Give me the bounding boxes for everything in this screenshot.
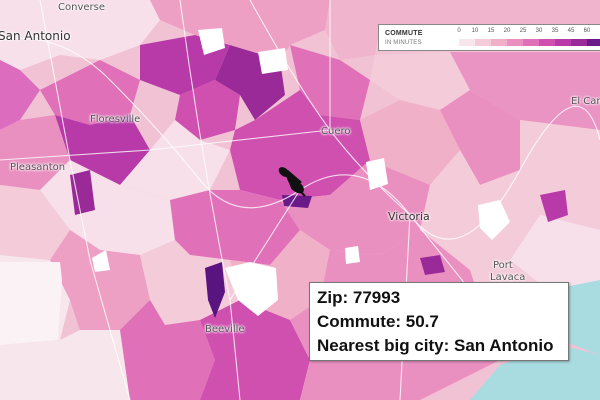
zip-line: Zip: 77993 [317,288,401,307]
legend-swatch [555,39,571,46]
region [360,100,460,185]
legend-tick-label: 10 [471,28,479,34]
legend-tick-label: 25 [519,28,527,34]
region [325,0,600,60]
legend-swatch [491,39,507,46]
city-label-floresville: Floresville [90,114,141,125]
region [120,300,215,400]
region [0,185,70,260]
nearest-city-line: Nearest big city: San Antonio [317,336,554,355]
legend-swatch [475,39,491,46]
legend-title: COMMUTE [385,30,423,37]
legend-swatch [507,39,523,46]
region [450,52,600,130]
region [205,262,225,318]
legend-tick-label: 60 [583,28,591,34]
legend-swatch [459,39,475,46]
legend-tick-label: 0 [457,28,461,34]
legend-tick-label: 35 [551,28,559,34]
region [370,52,470,110]
region [50,230,150,330]
region [70,170,95,215]
region [280,160,430,255]
city-label-san-antonio: San Antonio [0,29,71,43]
region [0,330,130,400]
city-label-beeville: Beeville [205,324,245,335]
region [540,190,568,222]
region [420,255,445,275]
city-label-port-lavaca-line2: Lavaca [490,272,526,283]
legend-swatch [587,39,600,46]
region [230,90,370,200]
city-label-cuero: Cuero [321,126,351,137]
city-label-victoria: Victoria [388,210,430,223]
region [200,300,310,400]
city-label-pleasanton: Pleasanton [10,162,66,173]
pushpin-icon [278,167,306,197]
legend-color-scale [459,39,600,46]
city-label-converse: Converse [58,2,105,13]
region [440,90,520,185]
region [520,120,600,230]
legend-swatch [523,39,539,46]
city-label-el-campo: El Cam [571,96,600,107]
region [55,115,150,185]
region [120,120,230,200]
region [0,60,40,130]
region [40,60,140,125]
legend-tick-label: 30 [535,28,543,34]
commute-line: Commute: 50.7 [317,312,439,331]
region [0,0,160,70]
region [170,190,300,265]
zip-info-box: Zip: 77993 Commute: 50.7 Nearest big cit… [309,282,569,361]
city-label-port-lavaca-line1: Port [493,260,513,271]
legend-tick-label: 45 [567,28,575,34]
region [150,0,330,60]
region [175,80,240,140]
legend-tick-label: 20 [503,28,511,34]
legend-swatch [571,39,587,46]
region [0,115,70,190]
legend-tick-label: 15 [487,28,495,34]
legend-swatch [539,39,555,46]
region [282,195,312,208]
no-data-areas [0,28,510,345]
legend-subtitle: IN MINUTES [385,40,422,46]
